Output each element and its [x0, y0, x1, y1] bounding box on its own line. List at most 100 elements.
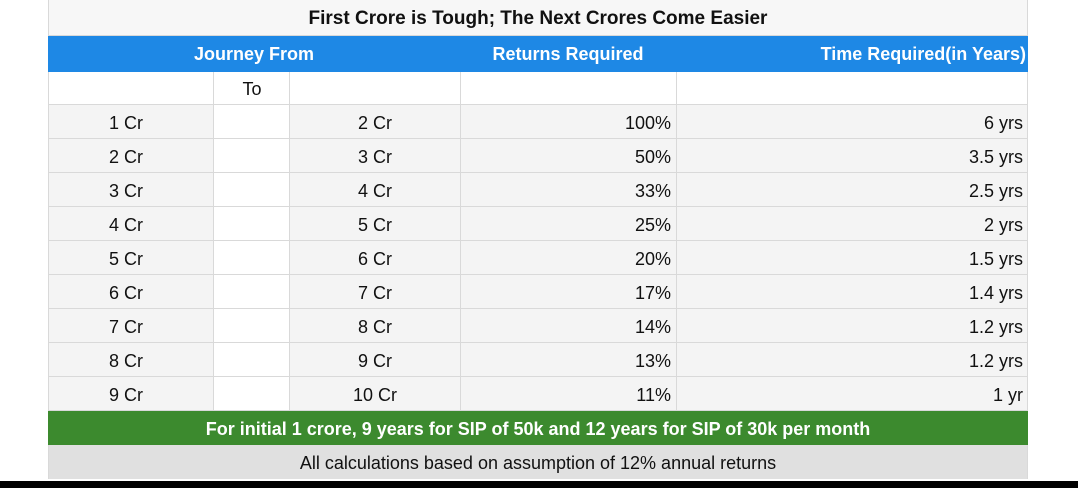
cell-time: 3.5 yrs [968, 147, 1023, 167]
spreadsheet-table: First Crore is Tough; The Next Crores Co… [48, 0, 1028, 479]
cell-from: 6 Cr [109, 283, 144, 303]
cell-returns: 33% [634, 181, 671, 201]
cell-from: 1 Cr [109, 113, 144, 133]
cell-divider [213, 139, 214, 172]
sub-header-row: To [48, 72, 1028, 105]
cell-divider [213, 207, 214, 240]
empty-cell [214, 343, 290, 376]
cell-to: 10 Cr [352, 385, 397, 405]
assumption-note: All calculations based on assumption of … [299, 453, 777, 473]
cell-divider [213, 105, 214, 138]
cell-divider [460, 72, 461, 104]
cell-returns: 25% [634, 215, 671, 235]
cell-divider [289, 275, 290, 308]
cell-divider [460, 173, 461, 206]
empty-cell [214, 207, 290, 240]
cell-returns: 17% [634, 283, 671, 303]
cell-returns: 14% [634, 317, 671, 337]
header-journey-from: Journey From [193, 44, 315, 64]
empty-cell [214, 139, 290, 172]
cell-to: 5 Cr [357, 215, 392, 235]
cell-time: 1.2 yrs [968, 317, 1023, 337]
cell-divider [289, 105, 290, 138]
cell-divider [676, 105, 677, 138]
empty-cell [214, 173, 290, 206]
cell-divider [213, 275, 214, 308]
empty-cell [214, 309, 290, 342]
assumption-row: All calculations based on assumption of … [48, 445, 1028, 479]
cell-time: 2.5 yrs [968, 181, 1023, 201]
cell-divider [460, 105, 461, 138]
table-row: 5 Cr 6 Cr 20% 1.5 yrs [48, 241, 1028, 275]
table-row: 9 Cr 10 Cr 11% 1 yr [48, 377, 1028, 411]
table-title: First Crore is Tough; The Next Crores Co… [308, 8, 768, 29]
table-row: 3 Cr 4 Cr 33% 2.5 yrs [48, 173, 1028, 207]
table-row: 7 Cr 8 Cr 14% 1.2 yrs [48, 309, 1028, 343]
cell-divider [460, 309, 461, 342]
cell-returns: 20% [634, 249, 671, 269]
cell-divider [289, 377, 290, 410]
cell-divider [289, 173, 290, 206]
bottom-border [0, 481, 1078, 488]
cell-divider [213, 377, 214, 410]
cell-from: 3 Cr [109, 181, 144, 201]
footer-note-row: For initial 1 crore, 9 years for SIP of … [48, 411, 1028, 445]
cell-to: 2 Cr [357, 113, 392, 133]
table-row: 4 Cr 5 Cr 25% 2 yrs [48, 207, 1028, 241]
cell-time: 1.5 yrs [968, 249, 1023, 269]
cell-divider [676, 207, 677, 240]
cell-from: 5 Cr [109, 249, 144, 269]
cell-divider [289, 241, 290, 274]
cell-divider [676, 275, 677, 308]
title-row: First Crore is Tough; The Next Crores Co… [48, 0, 1028, 36]
cell-divider [289, 343, 290, 376]
cell-divider [213, 173, 214, 206]
cell-from: 8 Cr [109, 351, 144, 371]
cell-to: 9 Cr [357, 351, 392, 371]
sub-header-to: To [242, 79, 262, 99]
cell-divider [213, 241, 214, 274]
table-row: 8 Cr 9 Cr 13% 1.2 yrs [48, 343, 1028, 377]
cell-divider [460, 207, 461, 240]
table-row: 6 Cr 7 Cr 17% 1.4 yrs [48, 275, 1028, 309]
cell-from: 2 Cr [109, 147, 144, 167]
cell-divider [676, 173, 677, 206]
cell-divider [460, 241, 461, 274]
cell-to: 8 Cr [357, 317, 392, 337]
cell-to: 3 Cr [357, 147, 392, 167]
cell-to: 4 Cr [357, 181, 392, 201]
cell-divider [213, 72, 214, 104]
cell-time: 1.2 yrs [968, 351, 1023, 371]
cell-time: 6 yrs [983, 113, 1023, 133]
cell-divider [460, 275, 461, 308]
cell-from: 9 Cr [109, 385, 144, 405]
cell-divider [676, 343, 677, 376]
cell-from: 7 Cr [109, 317, 144, 337]
header-time-required: Time Required(in Years) [820, 44, 1026, 64]
cell-divider [289, 207, 290, 240]
cell-from: 4 Cr [109, 215, 144, 235]
cell-divider [213, 343, 214, 376]
table-row: 1 Cr 2 Cr 100% 6 yrs [48, 105, 1028, 139]
cell-to: 7 Cr [357, 283, 392, 303]
cell-returns: 50% [634, 147, 671, 167]
cell-divider [213, 309, 214, 342]
cell-returns: 11% [636, 385, 671, 405]
cell-divider [676, 377, 677, 410]
footer-note: For initial 1 crore, 9 years for SIP of … [205, 419, 871, 439]
cell-time: 2 yrs [983, 215, 1023, 235]
cell-time: 1.4 yrs [968, 283, 1023, 303]
empty-cell [214, 377, 290, 410]
cell-time: 1 yr [992, 385, 1023, 405]
empty-cell [214, 105, 290, 138]
cell-divider [676, 309, 677, 342]
cell-divider [460, 343, 461, 376]
empty-cell [214, 241, 290, 274]
cell-divider [676, 72, 677, 104]
header-row: Journey From Returns Required Time Requi… [48, 36, 1028, 72]
cell-returns: 13% [634, 351, 671, 371]
cell-divider [676, 241, 677, 274]
cell-to: 6 Cr [357, 249, 392, 269]
cell-returns: 100% [624, 113, 671, 133]
table-row: 2 Cr 3 Cr 50% 3.5 yrs [48, 139, 1028, 173]
